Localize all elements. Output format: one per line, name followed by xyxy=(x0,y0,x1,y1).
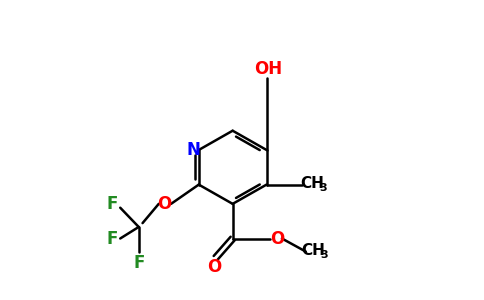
Text: 3: 3 xyxy=(320,250,328,260)
Text: CH: CH xyxy=(300,176,324,191)
Text: O: O xyxy=(157,195,171,213)
Text: N: N xyxy=(186,141,200,159)
Text: F: F xyxy=(106,195,118,213)
Text: O: O xyxy=(270,230,285,247)
Text: 3: 3 xyxy=(319,184,327,194)
Text: O: O xyxy=(207,258,221,276)
Text: F: F xyxy=(106,230,118,247)
Text: CH: CH xyxy=(302,243,325,258)
Text: F: F xyxy=(133,254,144,272)
Text: OH: OH xyxy=(254,60,282,78)
